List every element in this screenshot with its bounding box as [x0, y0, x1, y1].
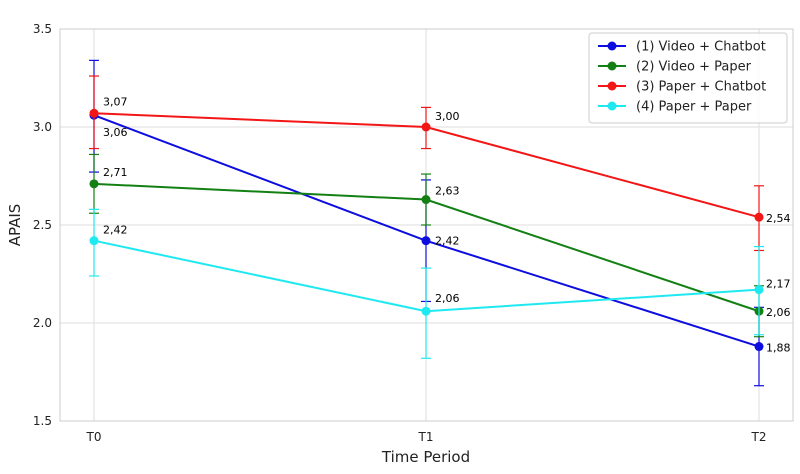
x-tick-label: T0: [86, 430, 102, 444]
x-axis: T0 T1 T2: [86, 430, 767, 444]
legend-items: (1) Video + Chatbot (2) Video + Paper (3) …: [598, 40, 766, 115]
series-3: [89, 75, 764, 252]
data-label: 3,00: [435, 110, 460, 123]
data-point: [89, 236, 99, 246]
data-point: [754, 212, 764, 222]
x-tick-label: T2: [751, 430, 767, 444]
y-axis: 1.5 2.0 2.5 3.0 3.5: [33, 22, 52, 428]
data-label: 2,06: [435, 292, 460, 305]
legend-swatch-marker: [607, 41, 617, 51]
data-point: [421, 195, 431, 205]
legend-label: (3) Paper + Chatbot: [636, 80, 766, 95]
data-label: 3,07: [103, 95, 128, 108]
y-tick-label: 1.5: [33, 414, 52, 428]
legend-frame: [588, 32, 788, 124]
legend-item: (3) Paper + Chatbot: [598, 80, 766, 95]
legend: (1) Video + Chatbot (2) Video + Paper (3) …: [588, 32, 788, 124]
data-point: [421, 306, 431, 316]
legend-item: (2) Video + Paper: [598, 60, 752, 75]
data-point: [89, 179, 99, 189]
data-label: 3,06: [103, 126, 128, 139]
legend-label: (2) Video + Paper: [636, 60, 752, 75]
series-4: [89, 208, 764, 359]
data-labels: 3,06 2,42 1,88 2,71 2,63 2,06 3,07 3,00 2,54 2,42…: [103, 95, 791, 354]
x-axis-title: Time Period: [381, 448, 470, 466]
data-label: 2,63: [435, 185, 460, 198]
legend-swatch-marker: [607, 61, 617, 71]
legend-label: (1) Video + Chatbot: [636, 40, 766, 55]
data-point: [89, 108, 99, 118]
plot-frame: [59, 28, 794, 422]
y-tick-label: 2.5: [33, 218, 52, 232]
data-label: 2,42: [435, 235, 460, 248]
data-label: 2,06: [766, 306, 791, 319]
legend-item: (1) Video + Chatbot: [598, 40, 766, 55]
data-point: [754, 342, 764, 352]
data-label: 2,71: [103, 166, 128, 179]
series-layer: [89, 59, 764, 387]
data-label: 2,54: [766, 212, 791, 225]
legend-swatch-marker: [607, 81, 617, 91]
data-point: [421, 236, 431, 246]
data-label: 2,17: [766, 278, 791, 291]
y-axis-title: APAIS: [6, 204, 24, 247]
x-tick-label: T1: [418, 430, 434, 444]
legend-swatch-marker: [607, 101, 617, 111]
y-tick-label: 3.0: [33, 120, 52, 134]
data-point: [421, 122, 431, 132]
y-tick-label: 2.0: [33, 316, 52, 330]
data-point: [754, 285, 764, 295]
legend-label: (4) Paper + Paper: [636, 100, 752, 115]
legend-item: (4) Paper + Paper: [598, 100, 752, 115]
data-label: 2,42: [103, 224, 128, 237]
y-tick-label: 3.5: [33, 22, 52, 36]
data-label: 1,88: [766, 342, 791, 355]
